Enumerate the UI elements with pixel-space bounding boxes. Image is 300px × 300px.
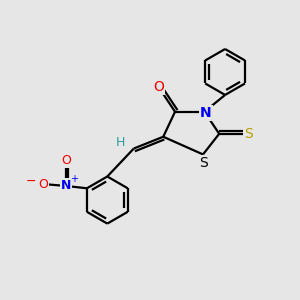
Text: O: O (153, 80, 164, 94)
Text: H: H (116, 136, 125, 149)
Text: O: O (38, 178, 48, 191)
Text: N: N (200, 106, 212, 120)
Text: S: S (199, 156, 207, 170)
Text: +: + (70, 174, 78, 184)
Text: S: S (244, 127, 252, 141)
Text: −: − (26, 175, 36, 188)
Text: O: O (61, 154, 70, 167)
Text: N: N (61, 179, 71, 192)
